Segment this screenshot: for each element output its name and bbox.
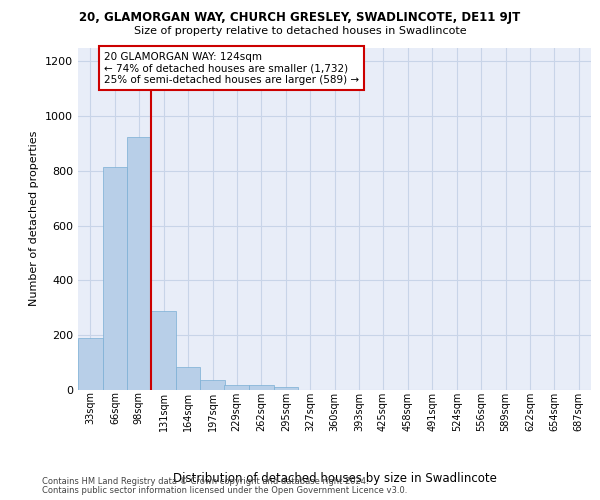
Bar [200, 380, 225, 390]
Bar [176, 366, 200, 390]
Text: Contains HM Land Registry data © Crown copyright and database right 2024.: Contains HM Land Registry data © Crown c… [42, 477, 368, 486]
Bar [151, 310, 176, 390]
Bar [274, 388, 298, 390]
Bar [78, 338, 103, 390]
Text: Size of property relative to detached houses in Swadlincote: Size of property relative to detached ho… [134, 26, 466, 36]
Text: 20 GLAMORGAN WAY: 124sqm
← 74% of detached houses are smaller (1,732)
25% of sem: 20 GLAMORGAN WAY: 124sqm ← 74% of detach… [104, 52, 359, 85]
Text: 20, GLAMORGAN WAY, CHURCH GRESLEY, SWADLINCOTE, DE11 9JT: 20, GLAMORGAN WAY, CHURCH GRESLEY, SWADL… [79, 11, 521, 24]
Bar [249, 385, 274, 390]
Y-axis label: Number of detached properties: Number of detached properties [29, 131, 40, 306]
Text: Contains public sector information licensed under the Open Government Licence v3: Contains public sector information licen… [42, 486, 407, 495]
Bar [103, 166, 127, 390]
Bar [224, 384, 249, 390]
X-axis label: Distribution of detached houses by size in Swadlincote: Distribution of detached houses by size … [173, 472, 496, 486]
Bar [127, 136, 151, 390]
